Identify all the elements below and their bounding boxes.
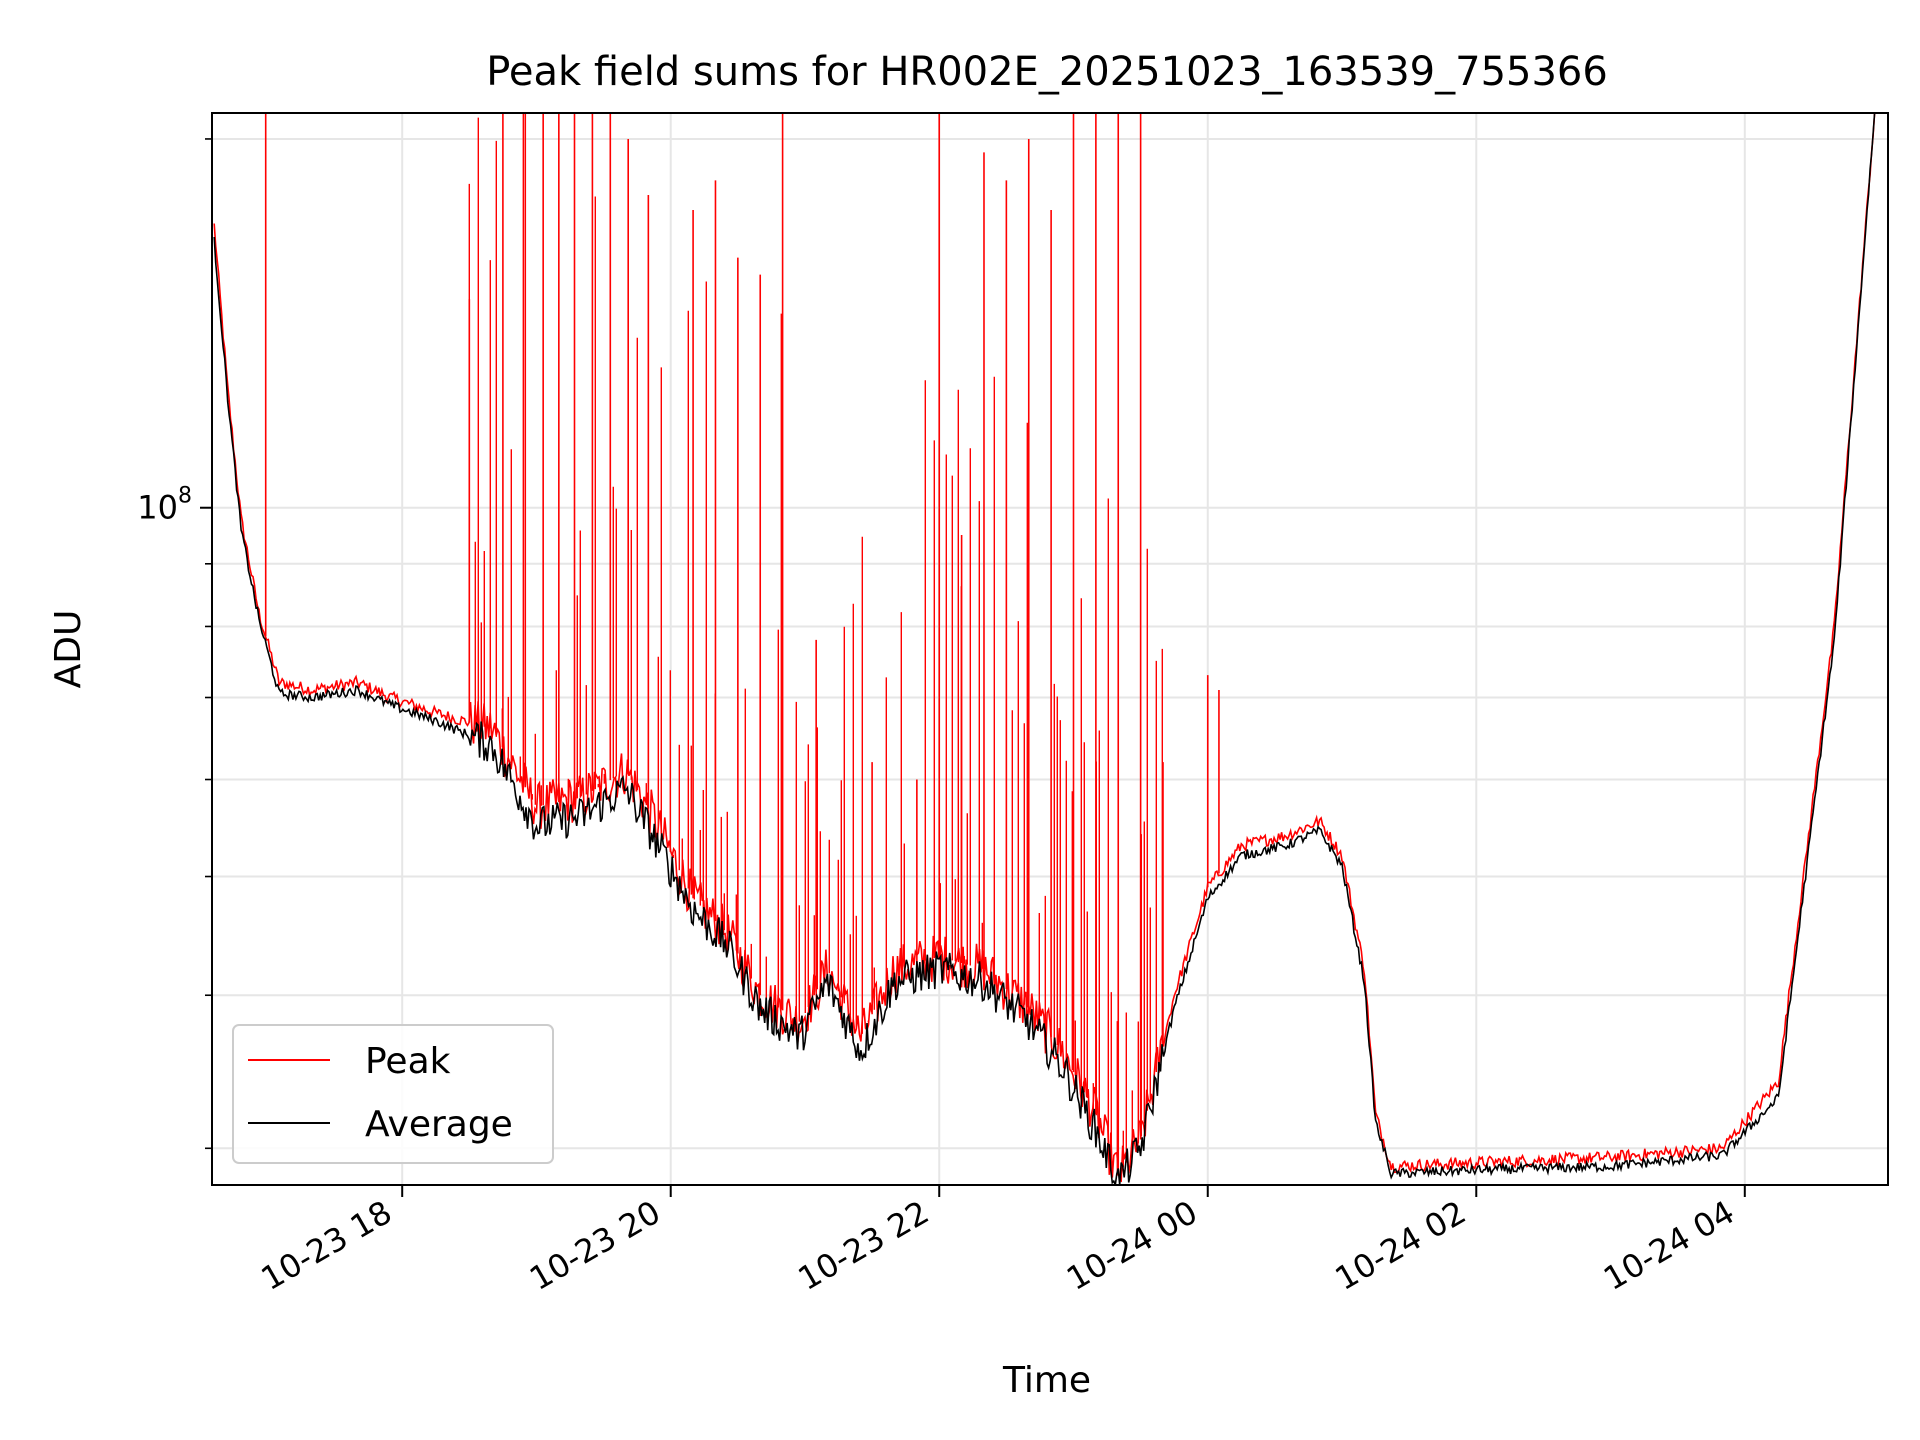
legend-label-average: Average: [365, 1104, 513, 1145]
y-axis-label: ADU: [48, 610, 89, 689]
x-tick-label: 10-23 22: [792, 1193, 936, 1298]
x-tick-label: 10-23 20: [523, 1193, 667, 1298]
y-tick-label: 108: [137, 484, 192, 527]
x-tick-label: 10-23 18: [255, 1193, 399, 1298]
x-axis: 10-23 18 10-23 20 10-23 22 10-24 00 10-24 02…: [255, 1185, 1746, 1298]
chart-title: Peak field sums for HR002E_20251023_1635…: [486, 49, 1608, 95]
y-axis: 108: [137, 138, 212, 1150]
legend: Peak Average: [232, 1024, 554, 1164]
series-layer: [213, 113, 1876, 1185]
series-line-average: [213, 113, 1876, 1185]
x-tick-label: 10-24 04: [1597, 1193, 1741, 1298]
plot-frame: [211, 112, 1889, 1186]
x-tick-label: 10-24 02: [1329, 1193, 1473, 1298]
x-axis-label: Time: [1002, 1360, 1091, 1401]
legend-label-peak: Peak: [365, 1041, 451, 1082]
x-tick-label: 10-24 00: [1060, 1193, 1204, 1298]
grid-lines: [212, 113, 1888, 1185]
series-line-peak: [213, 113, 1876, 1183]
